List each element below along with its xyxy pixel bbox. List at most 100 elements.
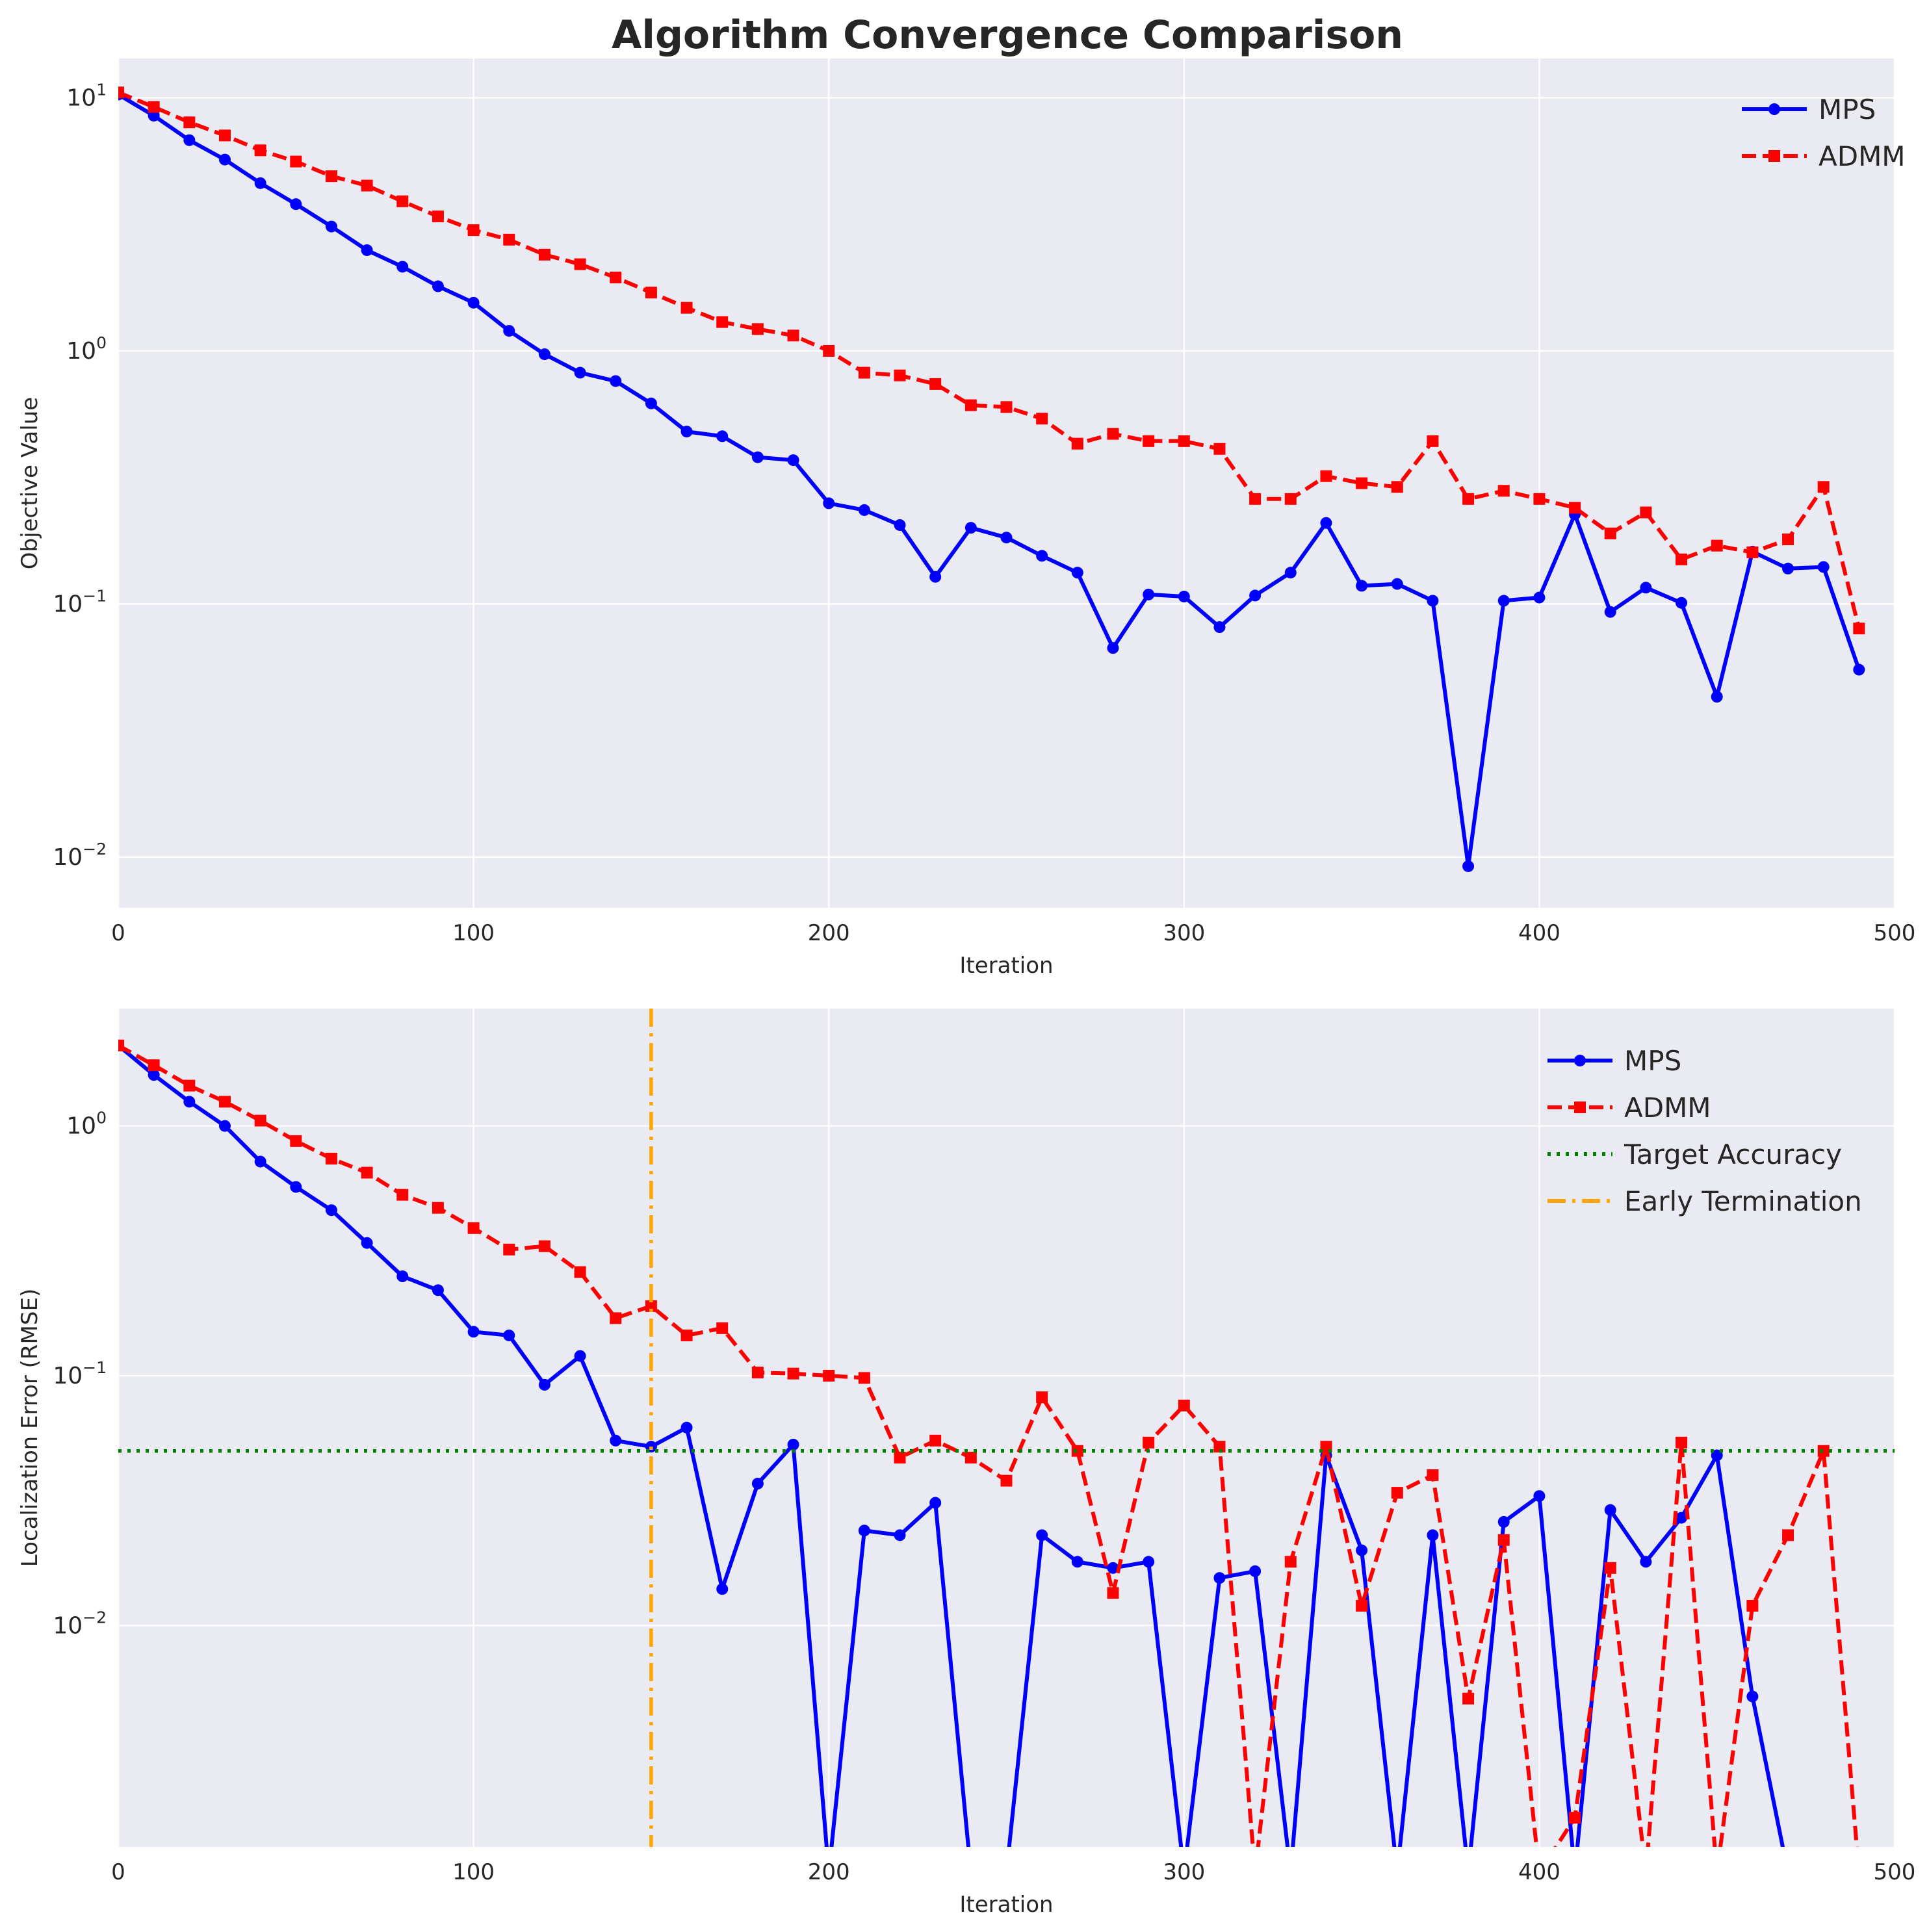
x-tick-label: 500 (1874, 920, 1916, 946)
admm-point (218, 1096, 231, 1108)
mps-point (538, 1378, 550, 1391)
mps-point (1178, 590, 1190, 602)
mps-point (290, 1181, 302, 1193)
admm-markers (118, 86, 1865, 635)
mps-point (645, 397, 657, 409)
x-tick-label: 0 (111, 1859, 125, 1885)
mps-point (1676, 597, 1688, 609)
admm-point (1107, 1587, 1119, 1599)
mps-series-line (118, 92, 1861, 868)
mps-point (325, 1204, 337, 1217)
mps-point (1249, 589, 1262, 602)
mps-point (1746, 1690, 1759, 1703)
mps-point (1711, 691, 1723, 703)
legend-label: ADMM (1819, 140, 1906, 172)
admm-point (1391, 481, 1403, 493)
mps-point (929, 571, 942, 583)
mps-point (787, 454, 799, 467)
admm-point (148, 1059, 160, 1072)
mps-point (538, 348, 550, 361)
admm-point (1391, 1487, 1403, 1499)
y-tick-label: 100 (66, 1109, 107, 1140)
grid-lines (117, 58, 1896, 908)
mps-point (1071, 1556, 1083, 1568)
mps-point (716, 430, 729, 443)
admm-point (1640, 506, 1652, 519)
mps-point (1497, 1515, 1510, 1528)
admm-point (118, 86, 124, 99)
plot-content (118, 1009, 1895, 1847)
admm-point (254, 144, 266, 157)
mps-point (1533, 1490, 1546, 1502)
admm-point (1178, 1399, 1190, 1411)
admm-point (538, 248, 550, 261)
x-tick-label: 200 (808, 920, 850, 946)
mps-point (183, 1096, 196, 1108)
mps-point (716, 1583, 729, 1595)
mps-point (467, 296, 480, 309)
admm-point (361, 1166, 373, 1179)
admm-point (148, 101, 160, 113)
admm-point (467, 224, 480, 237)
y-tick-labels: 10−2 10−1 100 101 (53, 80, 107, 870)
admm-point (1427, 1469, 1439, 1481)
legend: MPS ADMM (1742, 94, 1906, 172)
mps-point (432, 1284, 444, 1296)
y-tick-label: 101 (66, 80, 107, 111)
admm-point (610, 271, 622, 283)
y-tick-label: 100 (66, 333, 107, 365)
admm-point (929, 378, 942, 390)
admm-point (396, 195, 409, 207)
mps-point (1036, 1529, 1048, 1541)
mps-point (254, 177, 266, 189)
legend-label: Early Termination (1624, 1185, 1862, 1217)
admm-point (858, 1372, 870, 1384)
admm-point (1356, 1599, 1368, 1612)
mps-point (503, 325, 515, 337)
y-tick-labels: 10−2 10−1 100 (53, 1109, 107, 1640)
mps-point (254, 1155, 266, 1168)
admm-point (645, 287, 657, 299)
admm-point (1569, 1812, 1581, 1824)
mps-point (680, 1421, 693, 1434)
admm-point (680, 1329, 693, 1341)
plot-content (118, 86, 1865, 872)
admm-point (1036, 1391, 1048, 1404)
mps-point (1213, 1572, 1226, 1584)
admm-point (858, 367, 870, 379)
mps-point (1143, 1556, 1155, 1568)
mps-point (1497, 595, 1510, 607)
legend-marker (1574, 1101, 1586, 1113)
x-axis-label: Iteration (959, 953, 1053, 979)
mps-point (396, 261, 409, 273)
admm-point (1143, 1436, 1155, 1449)
mps-point (574, 367, 586, 379)
admm-point (1533, 493, 1546, 505)
x-tick-label: 100 (452, 920, 495, 946)
y-tick-label: 10−2 (53, 840, 107, 871)
legend-label: MPS (1624, 1045, 1681, 1077)
admm-point (503, 233, 515, 246)
mps-point (964, 522, 977, 534)
mps-point (1107, 642, 1119, 654)
y-tick-label: 10−1 (53, 1358, 107, 1389)
plot-area (118, 58, 1895, 908)
admm-point (964, 1452, 977, 1464)
admm-point (1782, 1529, 1794, 1541)
mps-point (1213, 621, 1226, 634)
admm-point (1284, 1556, 1297, 1568)
admm-point (396, 1189, 409, 1201)
mps-point (1356, 1544, 1368, 1556)
legend-marker (1574, 1055, 1586, 1066)
admm-point (716, 316, 729, 328)
mps-point (1462, 860, 1475, 872)
mps-point (325, 220, 337, 233)
legend-label: Target Accuracy (1624, 1139, 1842, 1170)
legend-marker (1768, 150, 1780, 162)
y-tick-label: 10−1 (53, 586, 107, 617)
mps-point (432, 280, 444, 292)
mps-point (361, 244, 373, 256)
mps-point (787, 1438, 799, 1450)
admm-point (894, 1452, 906, 1464)
mps-point (751, 1477, 764, 1489)
